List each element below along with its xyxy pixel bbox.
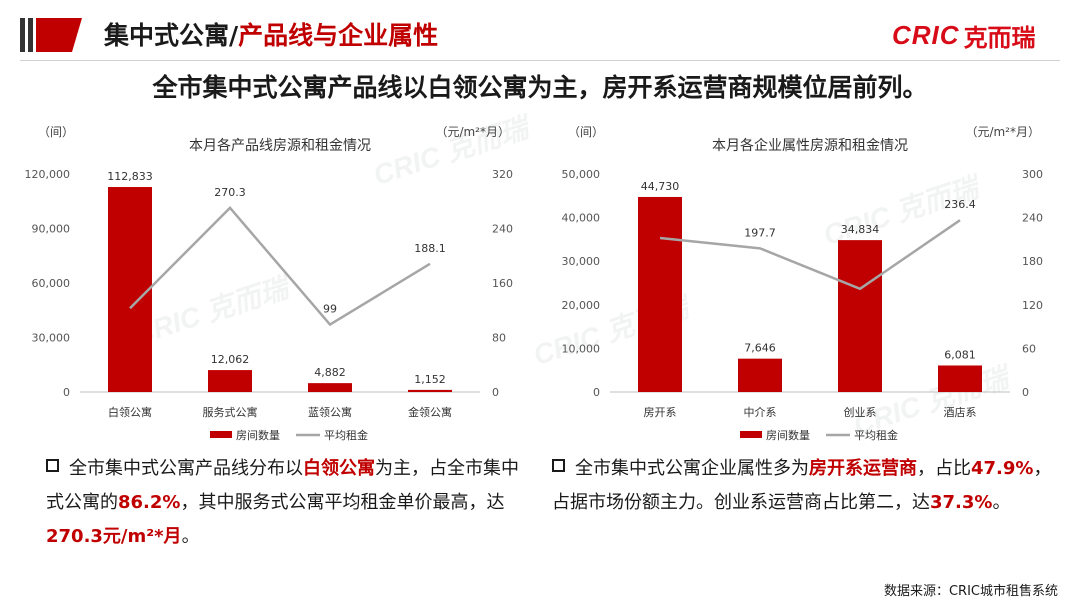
bar (738, 358, 782, 392)
bullet-text: ，占比 (917, 458, 971, 479)
bullet-product-lines: 全市集中式公寓产品线分布以白领公寓为主，占全市集中式公寓的86.2%，其中服务式… (46, 452, 532, 554)
left-axis-tick: 40,000 (562, 212, 601, 225)
bar-data-label: 112,833 (107, 170, 153, 183)
bullet-text: 。 (181, 526, 200, 547)
left-axis-tick: 30,000 (562, 255, 601, 268)
left-axis-tick: 20,000 (562, 299, 601, 312)
category-label: 服务式公寓 (203, 405, 258, 419)
left-axis-tick: 120,000 (25, 168, 71, 181)
bullet-highlight: 房开系运营商 (809, 458, 917, 479)
right-axis-tick: 180 (1022, 255, 1043, 268)
header-stripes-decoration (20, 18, 82, 52)
data-source-note: 数据来源：CRIC城市租售系统 (883, 584, 1058, 599)
right-axis-tick: 160 (492, 277, 513, 290)
category-label: 中介系 (744, 406, 777, 419)
bullet-company-types: 全市集中式公寓企业属性多为房开系运营商，占比47.9%，占据市场份额主力。创业系… (552, 452, 1062, 520)
right-axis-tick: 320 (492, 168, 513, 181)
category-label: 创业系 (844, 406, 877, 419)
category-label: 蓝领公寓 (308, 405, 352, 419)
bar-data-label: 12,062 (211, 353, 250, 366)
header-divider (20, 60, 1060, 61)
rent-line (129, 206, 431, 327)
bullet-text: 。 (992, 492, 1011, 513)
right-axis-tick: 0 (1022, 386, 1029, 399)
category-label: 酒店系 (944, 405, 977, 419)
bar (638, 196, 682, 392)
line-data-label: 197.7 (744, 226, 776, 239)
right-axis-unit: （元/m²*月） (435, 125, 510, 139)
bullet-square-icon (46, 459, 59, 472)
left-axis-tick: 90,000 (32, 223, 71, 236)
line-data-label: 188.1 (414, 242, 446, 255)
bullet-text: ，占据市场份额主力。创业系运营商占比第二，达 (552, 458, 1052, 513)
legend-line-label: 平均租金 (854, 428, 898, 442)
bullet-highlight: 86.2% (118, 492, 181, 513)
line-data-label: 99 (323, 303, 337, 316)
category-label: 白领公寓 (108, 405, 152, 419)
page-title-prefix: 集中式公寓/ (104, 21, 239, 50)
chart-product-lines: 本月各产品线房源和租金情况 （间） （元/m²*月） 0 30,000 60,000 90,… (0, 118, 520, 458)
right-axis-tick: 60 (1022, 342, 1036, 355)
logo-chinese: 克而瑞 (963, 23, 1036, 52)
bar (108, 187, 152, 392)
category-label: 金领公寓 (408, 405, 452, 419)
bar-data-label: 6,081 (944, 348, 976, 361)
chart-company-types: 本月各企业属性房源和租金情况 （间） （元/m²*月） 0 10,000 20,000 30… (530, 118, 1050, 458)
bar (408, 389, 452, 392)
headline-summary: 全市集中式公寓产品线以白领公寓为主，房开系运营商规模位居前列。 (152, 73, 928, 102)
bar-data-label: 4,882 (314, 366, 346, 379)
bar (208, 370, 252, 392)
left-axis-tick: 0 (593, 386, 600, 399)
legend-bar-label: 房间数量 (766, 429, 810, 442)
right-axis-tick: 0 (492, 386, 499, 399)
bullet-highlight: 270.3元/m²*月 (46, 526, 182, 547)
legend-bar-swatch (740, 431, 762, 438)
bullet-highlight: 47.9% (971, 458, 1034, 479)
legend-line-label: 平均租金 (324, 428, 368, 442)
right-axis-tick: 120 (1022, 299, 1043, 312)
legend-bar-label: 房间数量 (236, 429, 280, 442)
bar (308, 383, 352, 392)
chart-title: 本月各企业属性房源和租金情况 (712, 137, 908, 154)
left-axis-tick: 30,000 (32, 332, 71, 345)
right-axis-tick: 300 (1022, 168, 1043, 181)
right-axis-tick: 240 (492, 223, 513, 236)
chart-title: 本月各产品线房源和租金情况 (189, 138, 371, 154)
bar-data-label: 44,730 (641, 180, 680, 193)
page-title: 集中式公寓/产品线与企业属性 (104, 18, 438, 54)
bar-data-label: 34,834 (841, 223, 880, 236)
right-axis-tick: 80 (492, 332, 506, 345)
bullet-text: 全市集中式公寓产品线分布以 (69, 458, 303, 479)
bullet-highlight: 白领公寓 (303, 458, 375, 479)
bar-data-label: 1,152 (414, 373, 446, 386)
bullet-text: 为主，占全市集中式公寓的 (46, 458, 519, 513)
category-label: 房开系 (644, 406, 677, 419)
left-axis-tick: 50,000 (562, 168, 601, 181)
page-title-highlight: 产品线与企业属性 (238, 21, 439, 50)
bullet-highlight: 37.3% (930, 492, 993, 513)
right-axis-tick: 240 (1022, 212, 1043, 225)
left-axis-tick: 0 (63, 386, 70, 399)
left-axis-unit: （间） (38, 125, 74, 139)
logo-latin: CRIC (892, 19, 960, 50)
bullet-text: 全市集中式公寓企业属性多为 (575, 458, 809, 479)
bar (938, 365, 982, 392)
line-data-label: 270.3 (214, 186, 246, 199)
left-axis-tick: 10,000 (562, 342, 601, 355)
bullet-square-icon (552, 459, 565, 472)
rent-line (659, 219, 961, 291)
line-data-label: 236.4 (944, 198, 976, 211)
bar (838, 240, 882, 392)
right-axis-unit: （元/m²*月） (965, 125, 1040, 139)
bullet-text: ，其中服务式公寓平均租金单价最高，达 (180, 492, 505, 513)
left-axis-unit: （间） (568, 125, 604, 139)
bar-data-label: 7,646 (744, 342, 776, 355)
cric-logo: CRIC 克而瑞 (892, 19, 1036, 52)
legend-bar-swatch (210, 431, 232, 438)
left-axis-tick: 60,000 (32, 277, 71, 290)
